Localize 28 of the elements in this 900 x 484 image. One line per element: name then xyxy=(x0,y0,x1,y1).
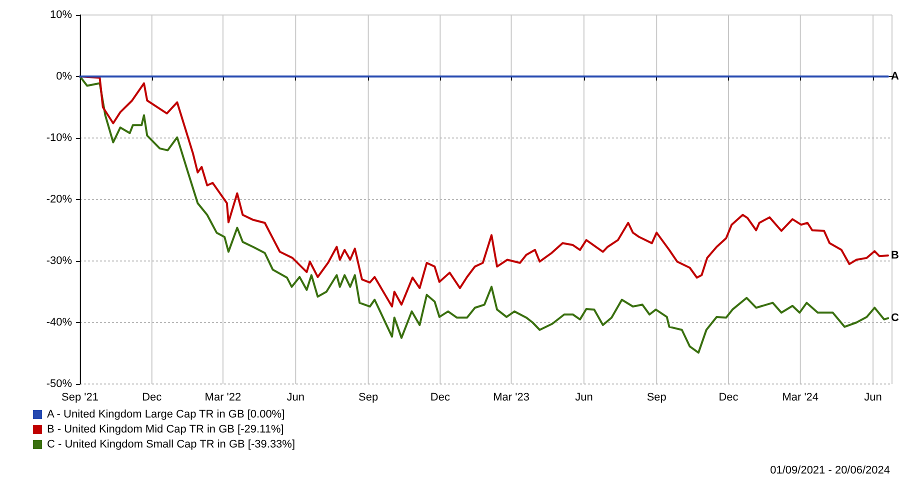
x-tick-label: Dec xyxy=(142,392,162,404)
x-tick-label: Jun xyxy=(575,392,593,404)
annotation: B xyxy=(891,249,900,262)
x-tick-label: Jun xyxy=(286,392,305,404)
y-tick-label: -30% xyxy=(46,255,72,267)
text: 01/09/2021 - 20/06/2024 xyxy=(770,464,890,476)
y-tick-label: -50% xyxy=(46,378,72,390)
y-tick-label: -10% xyxy=(46,132,72,144)
x-tick-label: Dec xyxy=(718,392,739,404)
annotation: C xyxy=(891,312,900,324)
x-tick-label: Jun xyxy=(864,392,882,404)
x-tick-label: Sep xyxy=(358,392,378,404)
y-tick-label: -40% xyxy=(46,316,72,328)
x-tick-label: Mar '23 xyxy=(493,392,530,404)
x-tick-label: Dec xyxy=(430,392,450,404)
y-tick-label: -20% xyxy=(46,194,72,206)
y-tick-label: 0% xyxy=(56,70,72,82)
y-tick-label: 10% xyxy=(50,9,72,21)
line-series xyxy=(79,76,890,308)
line-series xyxy=(79,76,890,354)
legend-label: A - United Kingdom Large Cap TR in GB [0.00%] xyxy=(47,408,285,420)
legend-label: B - United Kingdom Mid Cap TR in GB [-29.11%] xyxy=(47,424,284,436)
annotation: A xyxy=(891,70,900,82)
legend-label: C - United Kingdom Small Cap TR in GB [-39.33%] xyxy=(47,438,296,450)
x-tick-label: Sep '21 xyxy=(62,392,98,404)
x-tick-label: Mar '22 xyxy=(204,392,242,404)
x-tick-label: Mar '24 xyxy=(782,392,819,404)
x-tick-label: Sep xyxy=(646,392,666,404)
